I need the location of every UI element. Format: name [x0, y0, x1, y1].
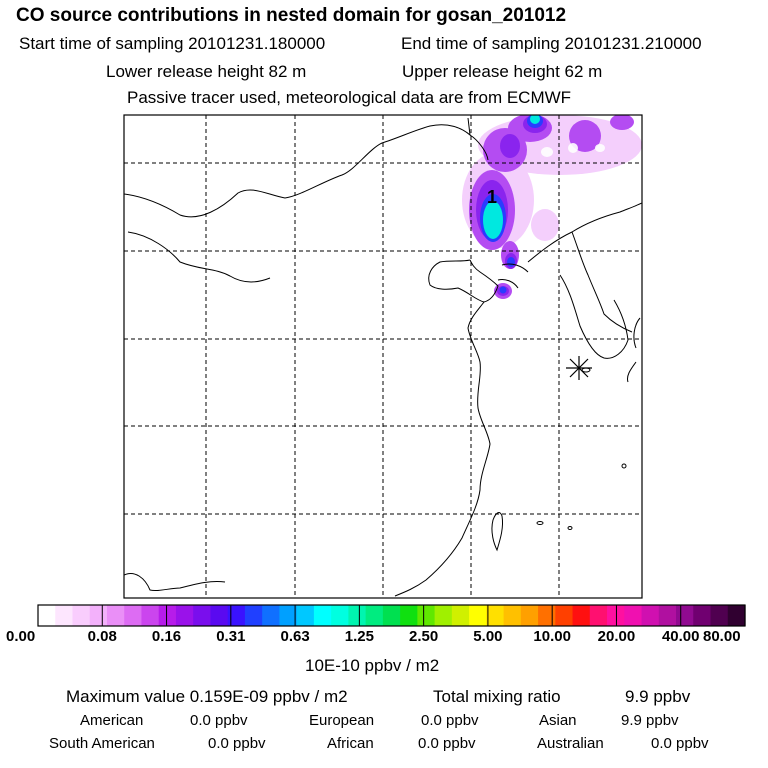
colorbar-swatch [55, 605, 74, 626]
colorbar-swatch [451, 605, 470, 626]
tracer-note: Passive tracer used, meteorological data… [127, 88, 572, 107]
region-name: American [80, 712, 144, 729]
region-value: 0.0 ppbv [651, 735, 709, 752]
region-value: 0.0 ppbv [190, 712, 248, 729]
colorbar-swatch [279, 605, 298, 626]
colorbar-swatch [572, 605, 591, 626]
start-time-label: Start time of sampling 20101231.180000 [19, 34, 326, 53]
maximum-value-label: Maximum value 0.159E-09 ppbv / m2 [66, 687, 348, 706]
total-mixing-ratio-label: Total mixing ratio [433, 687, 561, 706]
region-value: 0.0 ppbv [418, 735, 476, 752]
colorbar-swatch [124, 605, 143, 626]
colorbar-tick-label: 0.16 [151, 628, 182, 645]
colorbar-swatch [434, 605, 453, 626]
colorbar-swatch [331, 605, 349, 626]
colorbar-swatch [641, 605, 660, 626]
plume-cyan [483, 115, 540, 239]
colorbar-swatch [141, 605, 160, 626]
colorbar-swatch [520, 605, 539, 626]
region-value: 9.9 ppbv [621, 712, 679, 729]
region-name: African [327, 735, 374, 752]
colorbar-tick-label: 80.00 [703, 628, 741, 645]
colorbar-swatch [693, 605, 712, 626]
colorbar-swatch [89, 605, 108, 626]
colorbar-tick-label: 2.50 [409, 628, 439, 645]
gosan-station-star-icon [566, 356, 592, 380]
colorbar-swatch [486, 605, 505, 626]
colorbar-tick-label: 0.08 [87, 628, 117, 645]
colorbar-swatch [710, 605, 729, 626]
colorbar-tick-label: 40.00 [661, 628, 700, 645]
colorbar-swatch [296, 605, 315, 626]
colorbar-tick-label: 0.31 [216, 628, 246, 645]
colorbar-swatch [417, 605, 436, 626]
plot-title: CO source contributions in nested domain… [16, 5, 567, 26]
colorbar-swatch [624, 605, 643, 626]
receptor-marker: 1 [487, 187, 497, 207]
coastlines [124, 117, 642, 597]
colorbar-swatch [227, 605, 246, 626]
end-time-label: End time of sampling 20101231.210000 [401, 34, 702, 53]
colorbar-tick-label: 20.00 [597, 628, 636, 645]
upper-release-height-label: Upper release height 62 m [402, 62, 603, 81]
region-name: Asian [539, 712, 577, 729]
colorbar-swatch [38, 605, 56, 626]
total-mixing-ratio-value: 9.9 ppbv [625, 687, 691, 706]
colorbar-swatch [193, 605, 212, 626]
colorbar-swatch [538, 605, 556, 626]
region-value: 0.0 ppbv [421, 712, 479, 729]
colorbar-unit: 10E-10 ppbv / m2 [305, 656, 440, 675]
region-name: European [309, 712, 375, 729]
colorbar-swatch [244, 605, 263, 626]
colorbar-tick-label: 1.25 [344, 628, 374, 645]
colorbar-swatch [555, 605, 574, 626]
colorbar-swatch [589, 605, 608, 626]
colorbar-swatch [727, 605, 746, 626]
colorbar-swatch [158, 605, 177, 626]
colorbar-tick-label: 5.00 [473, 628, 503, 645]
lower-release-height-label: Lower release height 82 m [106, 62, 307, 81]
map-frame [123, 114, 643, 599]
colorbar-frame [37, 604, 746, 627]
colorbar-swatch [658, 605, 677, 626]
colorbar-swatch [676, 605, 694, 626]
colorbar-swatch [313, 605, 332, 626]
colorbar-tick-label: 0.63 [280, 628, 310, 645]
colorbar-swatch [210, 605, 229, 626]
colorbar-tick-label: 10.00 [533, 628, 571, 645]
region-value: 0.0 ppbv [208, 735, 266, 752]
colorbar-swatch [262, 605, 281, 626]
colorbar-swatch [106, 605, 125, 626]
region-name: South American [49, 735, 155, 752]
lat-lon-grid [124, 115, 642, 598]
colorbar-swatch [400, 605, 418, 626]
colorbar-swatch [365, 605, 384, 626]
colorbar-swatch [175, 605, 194, 626]
colorbar-swatch [469, 605, 487, 626]
colorbar-swatch [382, 605, 401, 626]
colorbar [37, 604, 746, 627]
colorbar-swatch [503, 605, 522, 626]
colorbar-tick-label: 0.00 [6, 628, 36, 645]
region-name: Australian [537, 735, 604, 752]
plume-layer [462, 115, 642, 299]
colorbar-swatch [348, 605, 367, 626]
colorbar-swatch [72, 605, 91, 626]
